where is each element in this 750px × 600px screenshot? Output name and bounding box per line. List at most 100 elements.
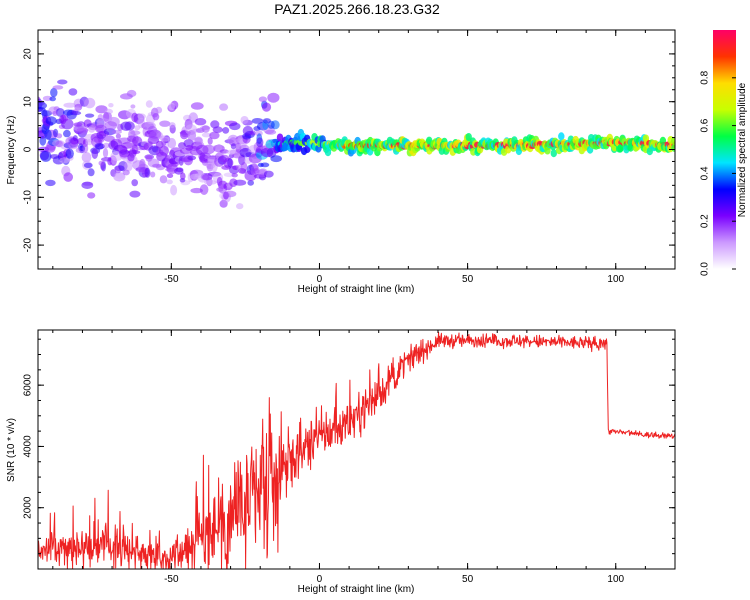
heatmap-cell xyxy=(159,120,171,127)
heatmap-cell xyxy=(122,169,130,176)
heatmap-cell xyxy=(131,179,138,187)
heatmap-cell xyxy=(166,173,174,178)
heatmap-cell xyxy=(120,121,132,131)
heatmap-cell xyxy=(49,96,56,102)
heatmap-cell xyxy=(194,136,203,144)
heatmap-cell xyxy=(229,122,241,131)
heatmap-cell xyxy=(150,171,156,178)
heatmap-cell xyxy=(187,130,197,141)
heatmap-cell xyxy=(261,102,272,112)
colorbar: 0.0 0.2 0.4 0.6 0.8 Normalized spectral ampl… xyxy=(700,30,748,276)
spectrogram-x-tick-label: -50 xyxy=(164,274,179,285)
heatmap-cell xyxy=(239,147,252,158)
heatmap-cell xyxy=(112,130,122,134)
heatmap-cell xyxy=(238,167,246,174)
heatmap-cell xyxy=(56,133,63,139)
heatmap-cell xyxy=(85,113,95,118)
snr-y-tick-label: 4000 xyxy=(23,435,34,458)
heatmap-cell xyxy=(276,133,284,142)
heatmap-cell xyxy=(201,132,212,138)
heatmap-cell xyxy=(144,167,151,178)
heatmap-cell xyxy=(38,101,47,110)
colorbar-tick-label: 0.4 xyxy=(700,166,711,180)
heatmap-cell xyxy=(265,140,274,149)
heatmap-cell xyxy=(267,120,275,129)
heatmap-cell xyxy=(124,161,133,172)
heatmap-cell xyxy=(236,203,244,210)
colorbar-tick-label: 0.0 xyxy=(700,262,711,276)
heatmap-cell xyxy=(91,148,99,160)
heatmap-cell xyxy=(98,160,105,166)
heatmap-cell xyxy=(231,173,238,178)
heatmap-cell xyxy=(68,88,78,96)
heatmap-cell xyxy=(95,143,105,150)
snr-xlabel: Height of straight line (km) xyxy=(298,584,415,595)
heatmap-cell xyxy=(81,152,92,163)
heatmap-cell xyxy=(207,137,213,145)
heatmap-cell xyxy=(204,155,218,160)
heatmap-cell xyxy=(155,106,163,114)
snr-series-line xyxy=(37,331,676,570)
heatmap-cell xyxy=(168,102,176,111)
heatmap-cell xyxy=(671,137,675,145)
heatmap-cell xyxy=(270,155,283,163)
heatmap-cell xyxy=(174,167,184,175)
heatmap-cell xyxy=(63,129,71,138)
snr-x-tick-label: 100 xyxy=(607,574,624,585)
heatmap-cell xyxy=(137,113,146,120)
heatmap-cell xyxy=(115,133,121,139)
heatmap-cell xyxy=(227,158,233,168)
heatmap-cell xyxy=(70,110,82,116)
heatmap-cell xyxy=(83,162,93,168)
heatmap-cell xyxy=(260,162,270,168)
heatmap-cell xyxy=(251,118,264,124)
heatmap-cell xyxy=(167,137,177,149)
heatmap-cell xyxy=(166,179,173,185)
figure-title: PAZ1.2025.266.18.23.G32 xyxy=(274,1,440,17)
heatmap-cell xyxy=(145,100,153,108)
snr-ylabel: SNR (10 * v/v) xyxy=(6,418,17,482)
spectrogram-x-tick-label: 0 xyxy=(317,274,323,285)
heatmap-cell xyxy=(126,89,137,98)
spectrogram-xlabel: Height of straight line (km) xyxy=(298,284,415,295)
heatmap-cell xyxy=(168,122,176,129)
heatmap-cell xyxy=(130,104,136,109)
heatmap-cell xyxy=(44,129,52,140)
heatmap-cell xyxy=(52,110,58,116)
heatmap-cell xyxy=(55,108,65,117)
heatmap-cell xyxy=(204,180,217,185)
heatmap-cell xyxy=(103,111,110,122)
heatmap-cell xyxy=(84,97,96,109)
heatmap-cell xyxy=(57,79,68,85)
spectrogram-y-tick-label: -20 xyxy=(23,237,34,252)
colorbar-label: Normalized spectral amplitude xyxy=(737,82,748,217)
snr-panel: -50 0 50 100 2000 4000 6000 Height of straight… xyxy=(6,329,676,595)
heatmap-cell xyxy=(104,121,118,130)
heatmap-cell xyxy=(97,114,104,121)
heatmap-cell xyxy=(160,136,170,142)
heatmap-cell xyxy=(108,103,114,108)
heatmap-cell xyxy=(617,143,624,152)
snr-frame xyxy=(37,329,676,570)
heatmap-cell xyxy=(159,175,168,184)
spectrogram-x-tick-label: 100 xyxy=(607,274,624,285)
heatmap-cell xyxy=(544,146,551,155)
heatmap-cell xyxy=(127,153,135,162)
heatmap-cell xyxy=(258,96,267,102)
heatmap-cell xyxy=(65,148,74,159)
heatmap-cell xyxy=(194,118,207,126)
heatmap-cell xyxy=(128,150,141,155)
spectrogram-heatmap xyxy=(38,79,675,210)
snr-y-tick-label: 2000 xyxy=(23,496,34,519)
heatmap-cell xyxy=(95,105,108,114)
colorbar-tick-label: 0.6 xyxy=(700,118,711,132)
heatmap-cell xyxy=(130,130,141,135)
heatmap-cell xyxy=(671,143,675,152)
heatmap-cell xyxy=(199,184,209,196)
heatmap-cell xyxy=(103,128,116,136)
heatmap-cell xyxy=(550,149,557,158)
heatmap-cell xyxy=(38,96,41,102)
heatmap-cell xyxy=(73,122,83,127)
heatmap-cell xyxy=(216,176,223,186)
snr-x-tick-label: -50 xyxy=(164,574,179,585)
